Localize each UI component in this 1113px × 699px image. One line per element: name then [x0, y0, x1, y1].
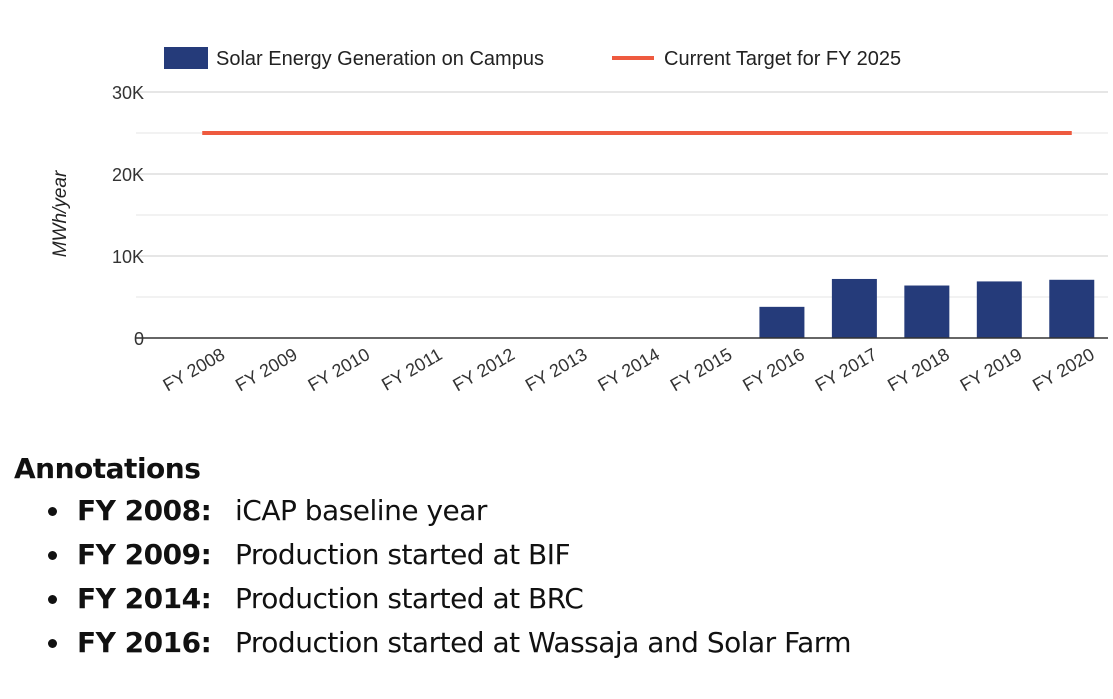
y-tick-label: 30K [112, 83, 144, 103]
x-tick-label: FY 2018 [884, 344, 953, 395]
bullet-dot-icon [48, 638, 57, 648]
legend-label-target: Current Target for FY 2025 [664, 48, 901, 70]
annotation-item: FY 2014: Production started at BRC [48, 577, 1104, 621]
y-axis-ticks: 0 10K 20K 30K [112, 83, 144, 349]
annotation-year: FY 2009: [77, 538, 212, 571]
annotation-text: Production started at Wassaja and Solar … [235, 626, 852, 659]
x-tick-label: FY 2008 [160, 344, 229, 395]
annotations-list: FY 2008: iCAP baseline year FY 2009: Pro… [14, 489, 1104, 665]
annotation-item: FY 2008: iCAP baseline year [48, 489, 1104, 533]
annotation-text: Production started at BRC [235, 582, 584, 615]
bullet-dot-icon [48, 506, 57, 516]
legend-swatch-solar-generation [164, 47, 208, 69]
x-tick-label: FY 2011 [378, 344, 445, 395]
y-tick-label: 20K [112, 165, 144, 185]
y-tick-label: 0 [134, 329, 144, 349]
x-tick-label: FY 2014 [594, 344, 663, 395]
x-tick-label: FY 2013 [522, 344, 591, 395]
bar-fy-2019 [976, 281, 1022, 338]
x-tick-label: FY 2016 [739, 344, 808, 395]
x-axis-ticks: FY 2008 FY 2009 FY 2010 FY 2011 FY 2012 FY 20… [160, 344, 1098, 395]
x-tick-label: FY 2010 [304, 344, 373, 395]
x-tick-label: FY 2015 [667, 344, 736, 395]
x-tick-label: FY 2019 [957, 344, 1026, 395]
annotation-item: FY 2016: Production started at Wassaja a… [48, 621, 1104, 665]
annotation-year: FY 2014: [77, 582, 212, 615]
x-tick-label: FY 2017 [812, 344, 881, 395]
annotation-text: iCAP baseline year [235, 494, 487, 527]
y-tick-label: 10K [112, 247, 144, 267]
chart-bars [759, 278, 1095, 338]
legend-label-solar-generation: Solar Energy Generation on Campus [216, 48, 544, 70]
annotations-title: Annotations [14, 452, 201, 485]
chart-gridlines [136, 91, 1108, 298]
x-tick-label: FY 2020 [1029, 344, 1098, 395]
x-tick-label: FY 2009 [232, 344, 301, 395]
bar-fy-2016 [759, 306, 805, 338]
chart-legend: Solar Energy Generation on Campus Curren… [164, 47, 901, 70]
annotations-section: Annotations FY 2008: iCAP baseline year … [14, 452, 1104, 665]
annotation-text: Production started at BIF [235, 538, 571, 571]
annotation-year: FY 2008: [77, 494, 212, 527]
bar-fy-2018 [904, 285, 950, 338]
solar-generation-chart: Solar Energy Generation on Campus Curren… [50, 47, 1108, 395]
x-tick-label: FY 2012 [449, 344, 518, 395]
bullet-dot-icon [48, 594, 57, 604]
annotation-year: FY 2016: [77, 626, 212, 659]
annotation-item: FY 2009: Production started at BIF [48, 533, 1104, 577]
bar-fy-2017 [831, 278, 877, 338]
bullet-dot-icon [48, 550, 57, 560]
bar-fy-2020 [1049, 279, 1095, 338]
y-axis-label: MWh/year [50, 170, 71, 257]
